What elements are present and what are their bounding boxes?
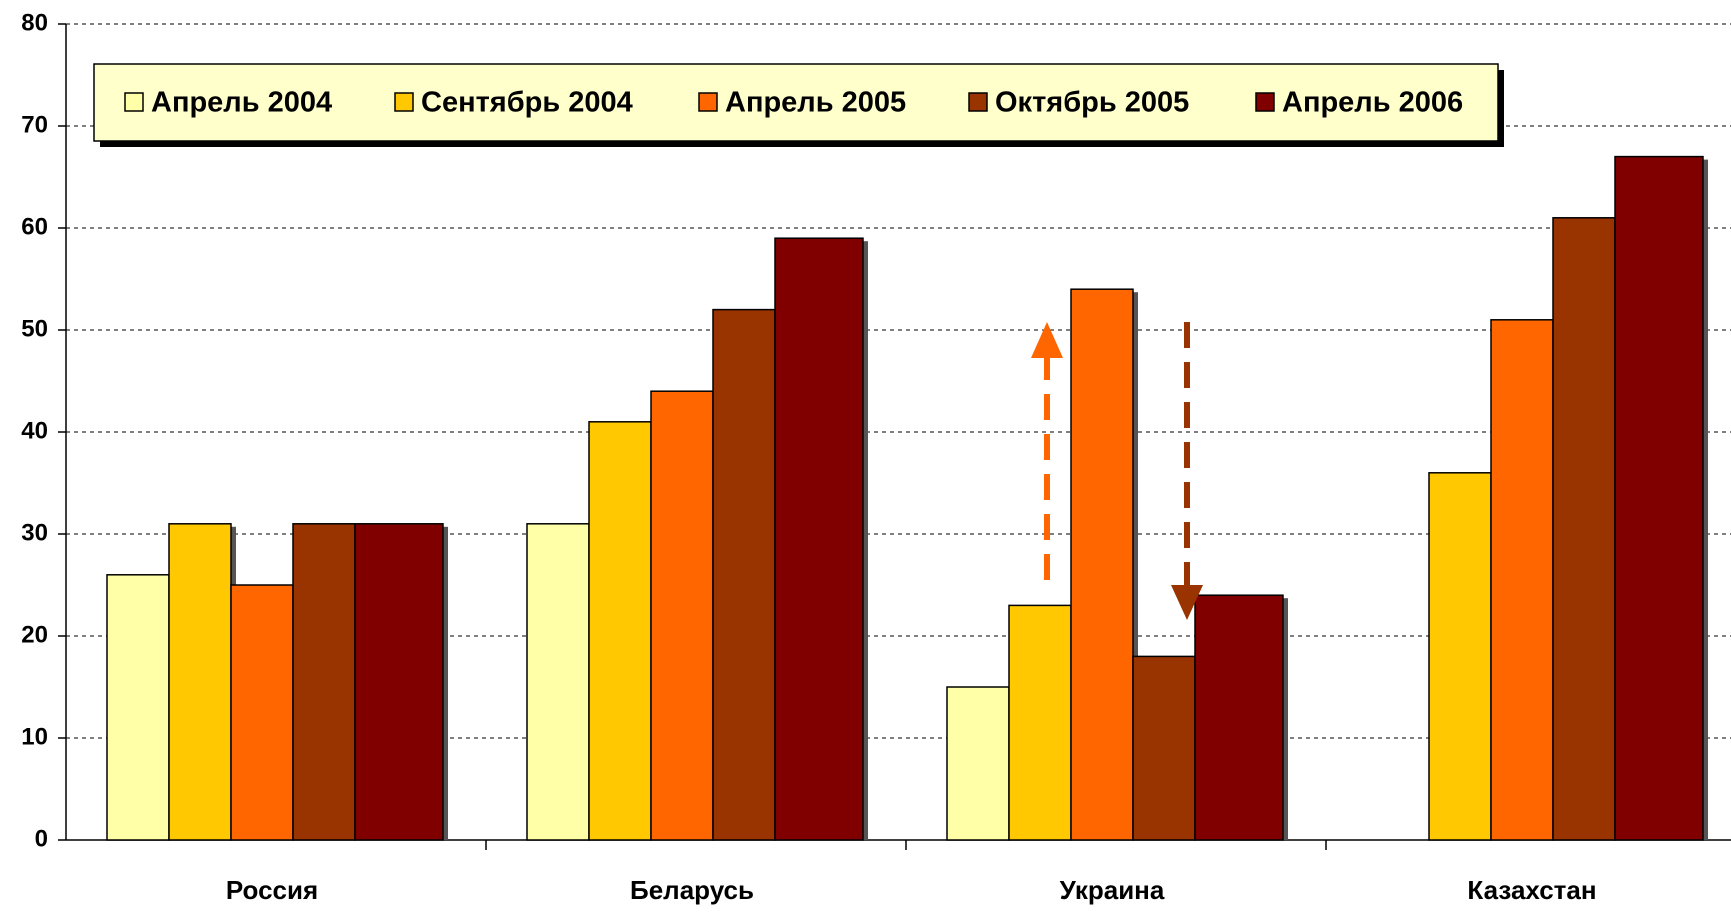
legend-label: Октябрь 2005 [995, 87, 1189, 119]
legend: Апрель 2004 Сентябрь 2004 Апрель 2005 Октяб… [93, 63, 1504, 147]
y-tick-label: 30 [21, 519, 48, 546]
y-tick-label: 20 [21, 621, 48, 648]
legend-swatch [1255, 92, 1275, 112]
x-tick-label: Украина [1060, 875, 1165, 905]
bar [946, 686, 1010, 841]
bar [106, 574, 170, 841]
bar [292, 523, 356, 841]
legend-swatch [968, 92, 988, 112]
legend-label: Апрель 2005 [725, 87, 906, 119]
x-tick-label: Казахстан [1467, 875, 1596, 905]
y-tick-label: 40 [21, 417, 48, 444]
y-tick-label: 70 [21, 111, 48, 138]
y-tick-label: 0 [35, 825, 48, 852]
legend-label: Сентябрь 2004 [421, 87, 633, 119]
y-tick-label: 60 [21, 213, 48, 240]
bar [1552, 217, 1616, 841]
bar [1490, 319, 1554, 841]
y-tick-label: 80 [21, 9, 48, 36]
bar [1428, 472, 1492, 841]
annotation-arrows [1031, 322, 1203, 620]
bar [1008, 604, 1072, 841]
y-tick-label: 10 [21, 723, 48, 750]
plot: 0102030405060708026312531313141445259152… [21, 9, 1731, 905]
bar [354, 523, 444, 841]
x-tick-label: Россия [226, 875, 318, 905]
bar [650, 390, 714, 841]
bar [774, 237, 864, 841]
bar [1614, 155, 1704, 841]
x-tick-label: Беларусь [630, 875, 754, 905]
y-tick-label: 50 [21, 315, 48, 342]
bar [588, 421, 652, 841]
legend-label: Апрель 2006 [1282, 87, 1463, 119]
bar [1070, 288, 1134, 841]
bar [526, 523, 590, 841]
legend-label: Апрель 2004 [151, 87, 332, 119]
bar [168, 523, 232, 841]
bar [1132, 655, 1196, 841]
bar [1194, 594, 1284, 841]
legend-swatch [698, 92, 718, 112]
up-arrow-head [1031, 322, 1063, 358]
legend-swatch [124, 92, 144, 112]
bar [230, 584, 294, 841]
bar [712, 308, 776, 841]
down-arrow-head [1171, 585, 1203, 620]
legend-swatch [394, 92, 414, 112]
